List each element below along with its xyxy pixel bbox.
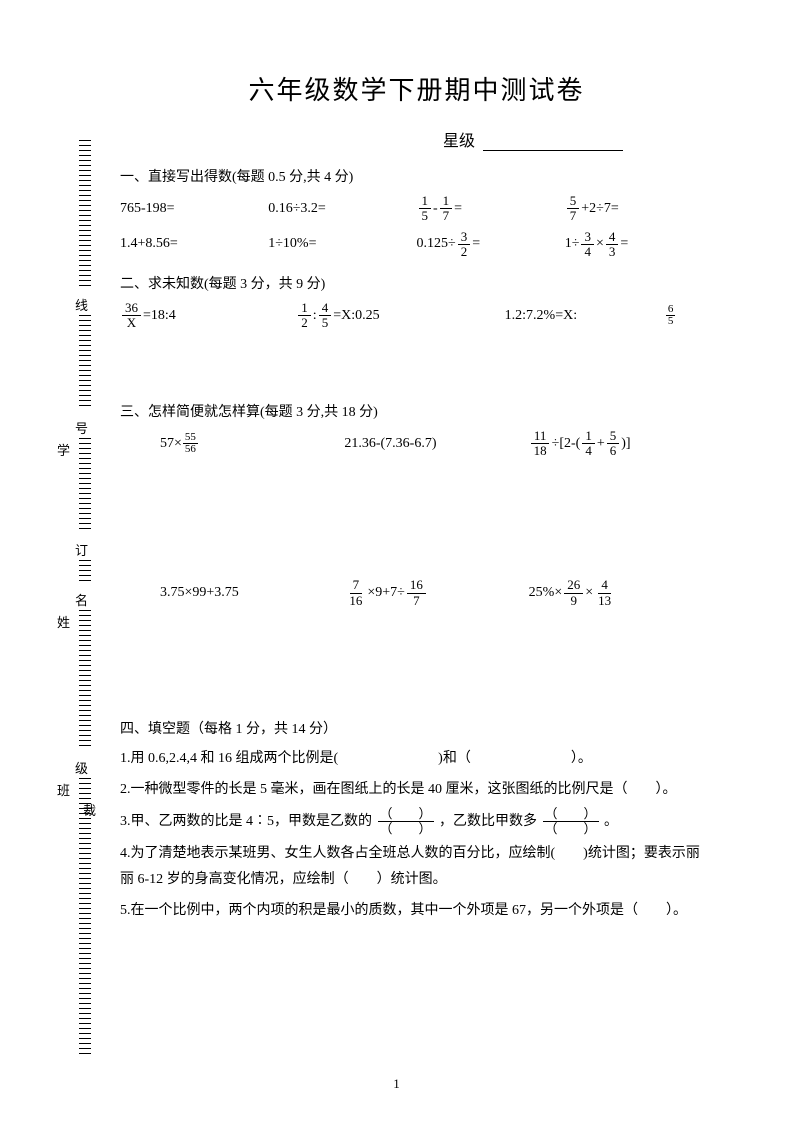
blank-fraction: （ ）（ ） — [378, 807, 434, 837]
blank-fraction: （ ）（ ） — [543, 807, 599, 837]
frac: 32 — [458, 230, 471, 260]
page-title: 六年级数学下册期中测试卷 — [120, 70, 713, 107]
eq: = — [472, 236, 480, 252]
s3r2c3: 25%× 269 × 413 — [529, 578, 713, 608]
head: 1.2:7.2%=X: — [505, 308, 577, 324]
section2-head: 二、求未知数(每题 3 分，共 9 分) — [120, 273, 713, 293]
exam-page: 线 号 学 订 名 姓 级 班 裁 六年级数学下册期中测试卷 星级 一、直接写出… — [0, 0, 793, 1122]
head: 1÷ — [565, 236, 580, 252]
s2e3: 1.2:7.2%=X: — [505, 308, 665, 324]
head: 0.125÷ — [417, 236, 456, 252]
dash-seg — [79, 610, 91, 750]
frac: 12 — [298, 301, 311, 331]
s3r2c1: 3.75×99+3.75 — [160, 585, 344, 601]
frac: 14 — [582, 429, 595, 459]
tail: =18:4 — [143, 308, 176, 324]
q3c: 。 — [604, 814, 618, 829]
gutter-char-xing: 姓 — [57, 612, 70, 631]
frac: 17 — [440, 194, 453, 224]
frac: 57 — [567, 194, 580, 224]
mid: × — [585, 585, 593, 601]
s2e2: 12 : 45 =X:0.25 — [296, 301, 504, 331]
gutter-char-ban: 班 — [57, 780, 70, 799]
star-label: 星级 — [443, 133, 475, 150]
q3b: ，乙数比甲数多 — [439, 814, 537, 829]
s1-row1: 765-198= 0.16÷3.2= 15 - 17 = 57 +2÷7= — [120, 194, 713, 224]
section3-head: 三、怎样简便就怎样算(每题 3 分,共 18 分) — [120, 401, 713, 421]
q3a: 3.甲、乙两数的比是 4∶5，甲数是乙数的 — [120, 814, 372, 829]
binding-gutter: 线 号 学 订 名 姓 级 班 裁 — [35, 140, 95, 1060]
tail: +2÷7= — [581, 201, 618, 217]
frac: 36X — [122, 301, 141, 331]
s3r1c1: 57× 5556 — [160, 432, 344, 456]
s1r2c2: 1÷10%= — [268, 236, 416, 252]
s1r1c3: 15 - 17 = — [417, 194, 565, 224]
q1a: 1.用 0.6,2.4,4 和 16 组成两个比例是( — [120, 751, 338, 766]
section4-head: 四、填空题（每格 1 分，共 14 分） — [120, 718, 713, 738]
s1r1c4: 57 +2÷7= — [565, 194, 713, 224]
mid2: )] — [621, 436, 630, 452]
s1r2c4: 1÷ 34 × 43 = — [565, 230, 713, 260]
s3-row1: 57× 5556 21.36-(7.36-6.7) 1118 ÷[2-( 14 … — [120, 429, 713, 459]
times: × — [596, 236, 604, 252]
frac: 65 — [666, 304, 676, 328]
s1r1c2: 0.16÷3.2= — [268, 201, 416, 217]
mid: ÷[2-( — [552, 436, 581, 452]
frac: 56 — [607, 429, 620, 459]
gutter-char-xue: 学 — [57, 440, 70, 459]
dash-seg — [79, 778, 91, 1058]
s4q5: 5.在一个比例中，两个内项的积是最小的质数，其中一个外项是 67，另一个外项是（… — [120, 898, 713, 925]
s1-row2: 1.4+8.56= 1÷10%= 0.125÷ 32 = 1÷ 34 × 43 … — [120, 230, 713, 260]
frac: 716 — [346, 578, 365, 608]
minus: - — [433, 201, 438, 217]
gutter-char-xian: 线 — [75, 295, 88, 314]
s1r2c3: 0.125÷ 32 = — [417, 230, 565, 260]
colon: : — [313, 308, 317, 324]
frac: 1118 — [531, 429, 550, 459]
gutter-char-hao: 号 — [75, 418, 88, 437]
s3r2c2: 716 ×9+7÷ 167 — [344, 578, 528, 608]
gutter-char-ding: 订 — [75, 540, 88, 559]
frac: 43 — [606, 230, 619, 260]
page-number: 1 — [0, 1076, 793, 1092]
head: 57× — [160, 436, 182, 452]
gutter-char-ji: 级 — [75, 758, 88, 777]
q1b: )和（ — [438, 751, 471, 766]
dash-seg — [79, 560, 91, 585]
tail: =X:0.25 — [333, 308, 379, 324]
frac: 5556 — [183, 432, 198, 456]
s4q2: 2.一种微型零件的长是 5 毫米，画在图纸上的长是 40 厘米，这张图纸的比例尺… — [120, 777, 713, 804]
eq: = — [620, 236, 628, 252]
s2-row: 36X =18:4 12 : 45 =X:0.25 1.2:7.2%=X: 65 — [120, 301, 713, 331]
dash-seg — [79, 140, 91, 290]
frac: 269 — [564, 578, 583, 608]
s4q1: 1.用 0.6,2.4,4 和 16 组成两个比例是( )和（ ）。 — [120, 746, 713, 773]
section1-head: 一、直接写出得数(每题 0.5 分,共 4 分) — [120, 166, 713, 186]
head: 25%× — [529, 585, 563, 601]
q1c: ）。 — [571, 751, 592, 766]
star-blank-line — [483, 150, 623, 151]
frac: 15 — [419, 194, 432, 224]
s2e1: 36X =18:4 — [120, 301, 296, 331]
star-level-row: 星级 — [120, 127, 713, 151]
s4q3: 3.甲、乙两数的比是 4∶5，甲数是乙数的 （ ）（ ） ，乙数比甲数多 （ ）… — [120, 807, 713, 837]
dash-seg — [79, 438, 91, 533]
frac: 45 — [319, 301, 332, 331]
frac: 34 — [581, 230, 594, 260]
s1r2c1: 1.4+8.56= — [120, 236, 268, 252]
s3r1c2: 21.36-(7.36-6.7) — [344, 436, 528, 452]
s3-row2: 3.75×99+3.75 716 ×9+7÷ 167 25%× 269 × 41… — [120, 578, 713, 608]
eq: = — [454, 201, 462, 217]
s2e3-frac: 65 — [665, 304, 713, 328]
gutter-char-ming: 名 — [75, 590, 88, 609]
s4q4: 4.为了清楚地表示某班男、女生人数各占全班总人数的百分比，应绘制( )统计图；要… — [120, 841, 713, 894]
frac: 167 — [407, 578, 426, 608]
s3r1c3: 1118 ÷[2-( 14 + 56 )] — [529, 429, 713, 459]
dash-seg — [79, 315, 91, 410]
mid: ×9+7÷ — [367, 585, 404, 601]
frac: 413 — [595, 578, 614, 608]
plus: + — [597, 436, 605, 452]
s1r1c1: 765-198= — [120, 201, 268, 217]
